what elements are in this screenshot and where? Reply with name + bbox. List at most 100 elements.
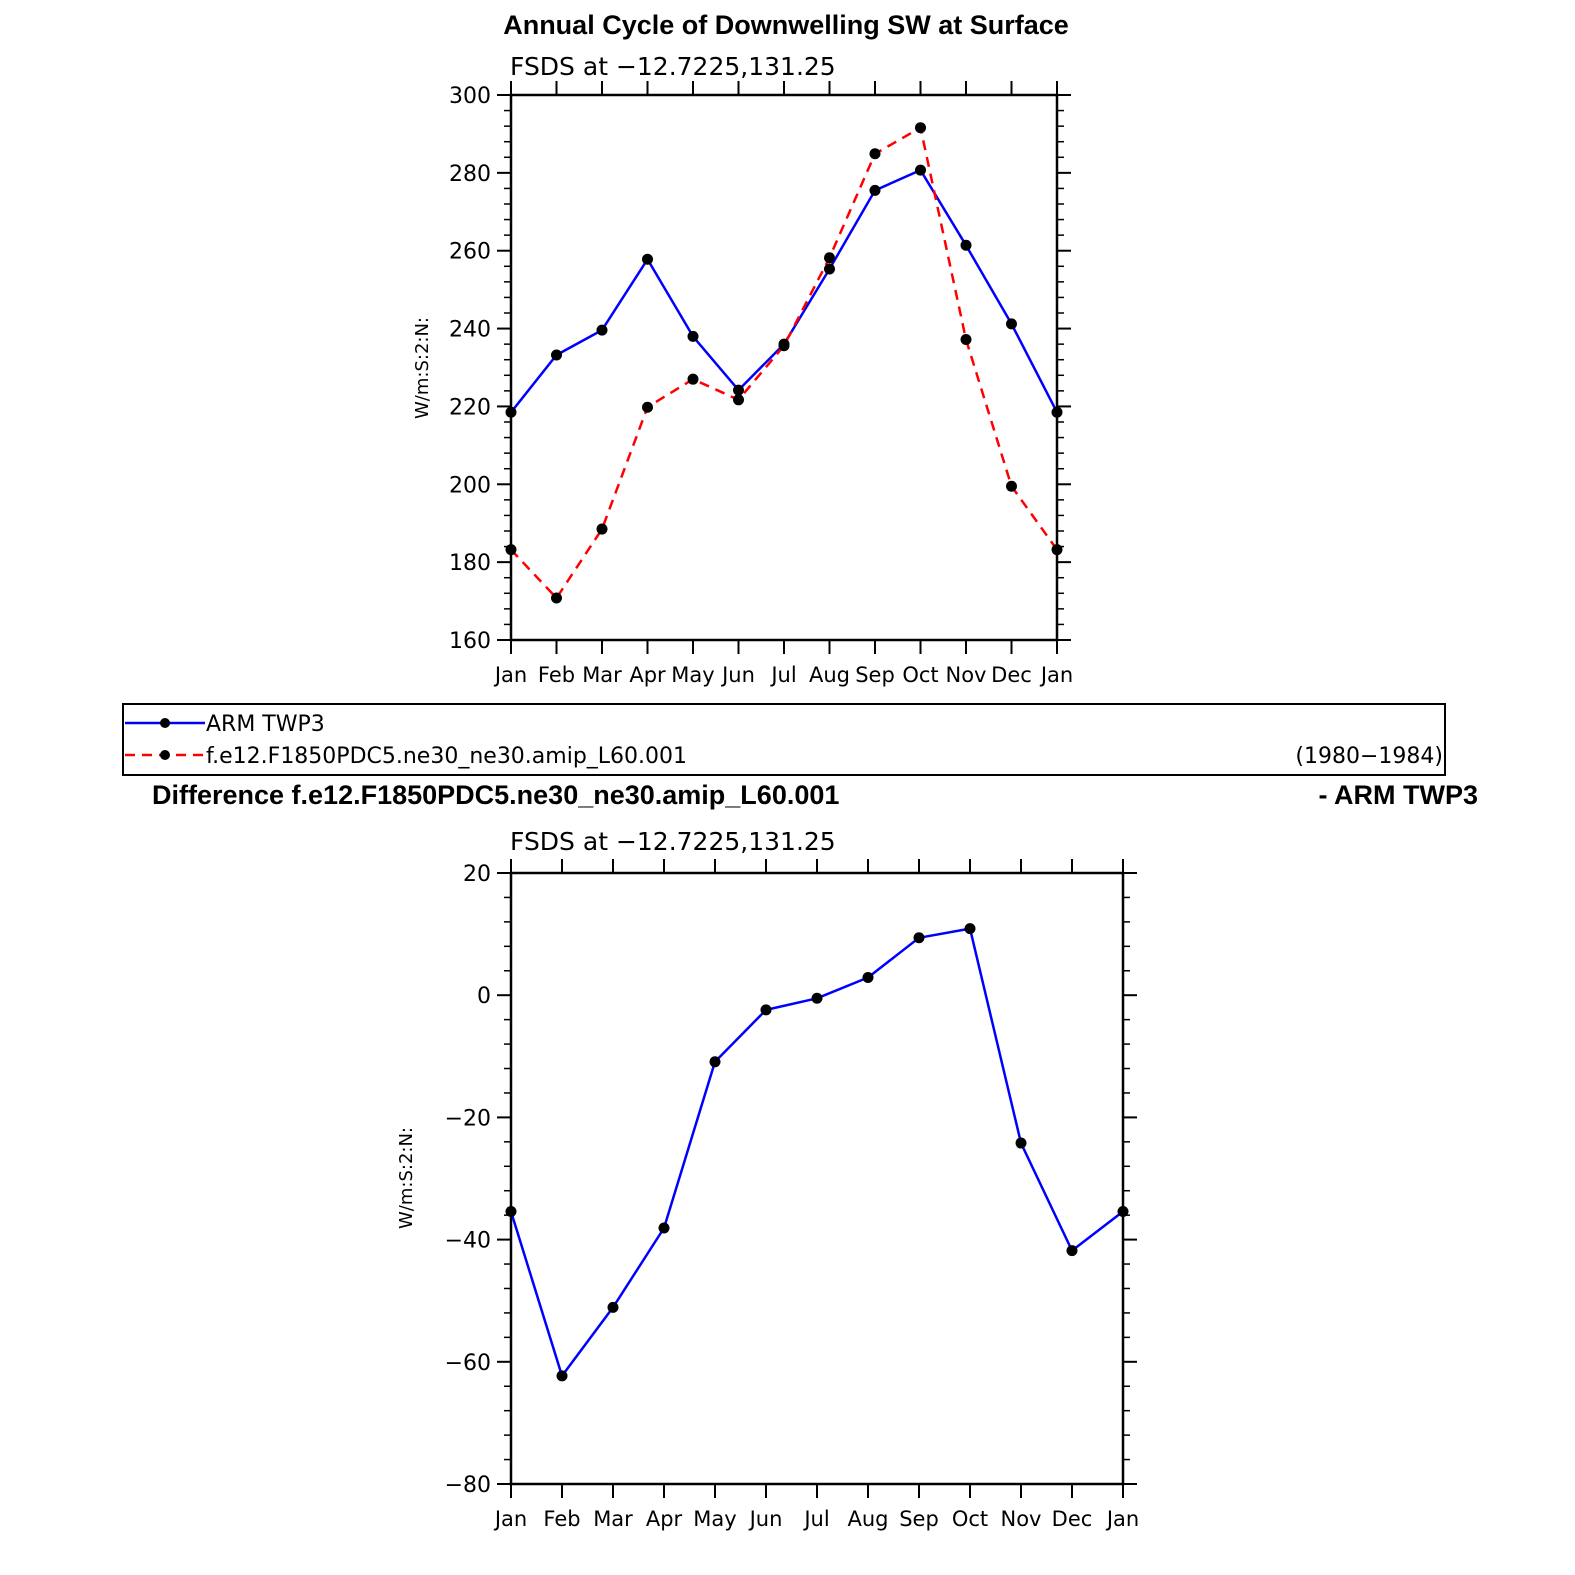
bottom-plot-frame	[509, 871, 1125, 1486]
top-series-1-point	[1006, 480, 1017, 492]
legend-label-arm: ARM TWP3	[206, 712, 325, 737]
top-xtick-label: Jul	[769, 663, 796, 687]
top-series-0-point	[960, 239, 972, 251]
bottom-xtick-label: Nov	[1001, 1507, 1042, 1531]
top-series-1-point	[551, 592, 562, 604]
top-xtick-label: Jan	[1039, 663, 1073, 687]
top-series-0-point	[915, 164, 926, 176]
bottom-xtick-label: Jan	[493, 1507, 527, 1531]
bottom-series-0-point	[1015, 1137, 1027, 1149]
bottom-series-0-point	[1066, 1245, 1078, 1257]
bottom-ytick-label: −80	[445, 1473, 491, 1498]
bottom-series-0-point	[862, 971, 874, 983]
top-xtick-label: Jun	[720, 663, 755, 687]
top-xtick-label: Aug	[809, 663, 850, 687]
top-ytick-label: 200	[449, 473, 491, 498]
difference-chart: FSDS at −12.7225,131.25 W/m:S:2:N: −80 −6…	[396, 827, 1139, 1531]
bottom-xtick-label: Apr	[646, 1507, 683, 1531]
top-xtick-label: Sep	[855, 663, 895, 687]
bottom-xtick-label: Dec	[1052, 1507, 1093, 1531]
bottom-series-0-point	[811, 992, 823, 1004]
top-xtick-label: Jan	[493, 663, 527, 687]
top-series-0-point	[1051, 406, 1063, 418]
top-title: Annual Cycle of Downwelling SW at Surfac…	[503, 10, 1069, 40]
legend-marker-arm	[160, 718, 170, 728]
top-series-line-1	[510, 126, 1059, 600]
top-series-0-point	[687, 330, 699, 342]
top-xtick-label: Mar	[582, 663, 622, 687]
top-ytick-label: 280	[449, 162, 491, 187]
top-series-1-point	[1051, 544, 1063, 556]
top-ytick-label: 260	[449, 240, 491, 265]
top-series-1-point	[915, 122, 926, 134]
bottom-ytick-label: 0	[477, 984, 491, 1009]
top-series-1-point	[733, 394, 744, 406]
bottom-chart-ylabel: W/m:S:2:N:	[396, 1127, 417, 1229]
diff-title-right: - ARM TWP3	[1319, 780, 1478, 810]
bottom-ytick-label: 20	[463, 862, 491, 887]
top-series-1-point	[824, 252, 835, 264]
top-series-1-point	[869, 148, 881, 160]
top-series-1-point	[642, 401, 653, 413]
top-ytick-label: 240	[449, 318, 491, 343]
bottom-ytick-label: −40	[445, 1229, 491, 1254]
top-xtick-label: Dec	[991, 663, 1032, 687]
legend-marker-model	[160, 750, 170, 760]
top-series-1-point	[778, 340, 790, 352]
top-series-1-point	[596, 523, 608, 535]
bottom-series-0-point	[556, 1370, 568, 1382]
top-xtick-label: Feb	[538, 663, 575, 687]
top-ytick-label: 180	[449, 551, 491, 576]
bottom-series-0-point	[658, 1222, 670, 1234]
top-ytick-label: 220	[449, 395, 491, 420]
bottom-ytick-label: −60	[445, 1351, 491, 1376]
top-series-0-point	[824, 263, 835, 275]
top-ytick-label: 300	[449, 84, 491, 109]
bottom-series-0-point	[709, 1056, 721, 1068]
bottom-series-0-point	[913, 932, 925, 944]
bottom-chart-subtitle: FSDS at −12.7225,131.25	[510, 827, 836, 856]
bottom-ytick-label: −20	[445, 1106, 491, 1131]
top-chart-subtitle: FSDS at −12.7225,131.25	[510, 52, 836, 81]
bottom-series-0-point	[505, 1205, 517, 1217]
top-series-0-point	[596, 324, 608, 336]
legend: ARM TWP3 f.e12.F1850PDC5.ne30_ne30.amip_…	[122, 703, 1446, 776]
top-ytick-label: 160	[449, 629, 491, 654]
bottom-xtick-label: Aug	[847, 1507, 888, 1531]
bottom-xtick-label: Oct	[952, 1507, 988, 1531]
bottom-series-0-point	[964, 923, 976, 935]
bottom-xtick-label: Feb	[543, 1507, 580, 1531]
top-series-0-point	[505, 406, 517, 418]
legend-frame	[122, 703, 1446, 776]
top-xtick-label: May	[671, 663, 714, 687]
bottom-xtick-label: Jun	[748, 1507, 783, 1531]
top-series-1-point	[687, 373, 699, 385]
legend-label-model: f.e12.F1850PDC5.ne30_ne30.amip_L60.001	[206, 744, 687, 769]
top-series-0-point	[869, 184, 881, 196]
legend-period: (1980−1984)	[1295, 744, 1443, 769]
top-series-line-0	[510, 168, 1059, 414]
bottom-xtick-label: Jan	[1105, 1507, 1139, 1531]
bottom-series-0-point	[1117, 1205, 1129, 1217]
top-series-1-point	[960, 333, 972, 345]
bottom-xtick-label: Jul	[802, 1507, 829, 1531]
top-plot-frame	[509, 93, 1059, 642]
bottom-series-0-point	[607, 1301, 619, 1313]
bottom-xtick-label: Mar	[593, 1507, 633, 1531]
annual-cycle-chart: FSDS at −12.7225,131.25 W/m:S:2:N: 160 18…	[412, 52, 1073, 687]
top-xtick-label: Apr	[629, 663, 666, 687]
top-xtick-label: Nov	[946, 663, 987, 687]
top-series-0-point	[551, 349, 562, 361]
top-series-0-point	[733, 384, 744, 396]
bottom-xtick-label: May	[693, 1507, 736, 1531]
bottom-xtick-label: Sep	[899, 1507, 939, 1531]
top-series-1-point	[505, 544, 517, 556]
top-xtick-label: Oct	[902, 663, 938, 687]
top-series-0-point	[642, 253, 653, 265]
bottom-series-0-point	[760, 1004, 772, 1016]
top-series-0-point	[1006, 318, 1017, 330]
top-chart-ylabel: W/m:S:2:N:	[412, 317, 433, 419]
diff-title-left: Difference f.e12.F1850PDC5.ne30_ne30.ami…	[152, 780, 839, 810]
